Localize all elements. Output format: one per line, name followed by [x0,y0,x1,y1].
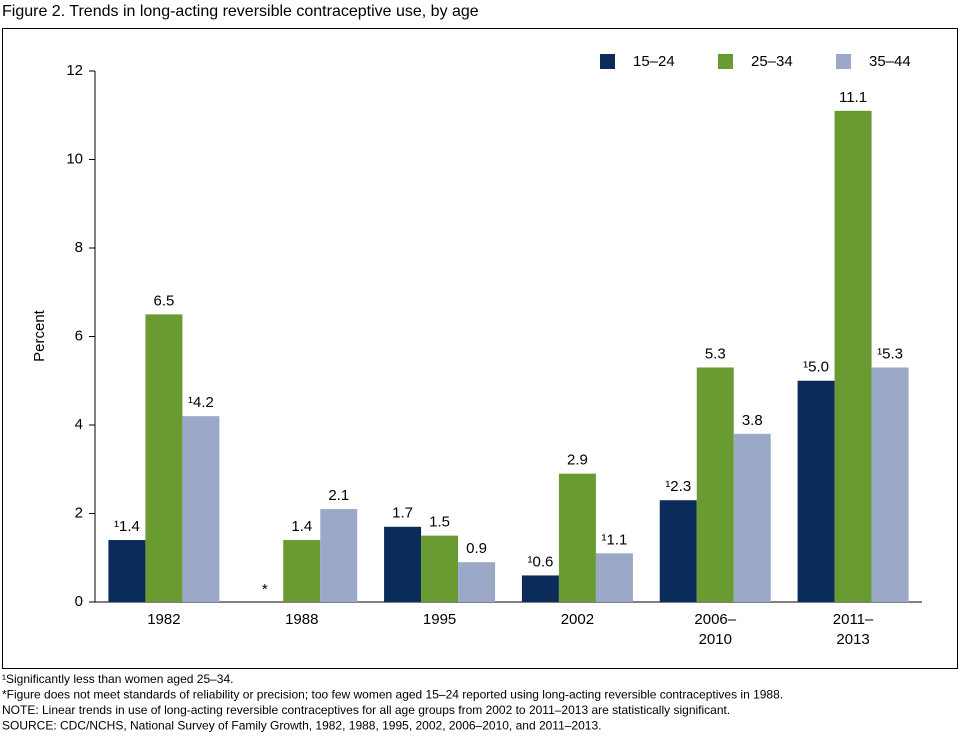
x-tick-label: 2011– 2013 [833,611,874,648]
value-label: 3.8 [742,412,763,429]
y-tick-label: 4 [75,416,83,433]
value-label: 6.5 [153,292,174,309]
bar [421,535,459,602]
value-label: 0.9 [466,540,487,557]
value-label: ¹0.6 [527,553,553,570]
footnote: ¹Significantly less than women aged 25–3… [2,672,233,686]
value-label: ¹1.1 [601,531,627,548]
value-label: 11.1 [839,89,867,106]
value-label: * [262,581,268,598]
bar [659,500,697,602]
value-label: ¹5.3 [877,345,903,362]
y-tick-label: 10 [66,150,83,167]
value-label: 2.1 [328,487,349,504]
x-tick-label: 1988 [285,611,318,628]
x-tick-label: 2006– 2010 [694,611,736,648]
bar [595,553,633,602]
footnote: NOTE: Linear trends in use of long-actin… [2,703,730,717]
value-label: 1.4 [291,518,312,535]
bar [521,575,559,602]
x-tick-label: 1995 [423,611,456,628]
bar [558,473,596,602]
legend-swatch [836,54,851,69]
y-axis-label: Percent [31,309,48,362]
value-label: 1.5 [429,514,450,531]
legend-label: 25–34 [751,53,793,70]
chart-frame [2,28,958,669]
value-label: ¹2.3 [665,478,691,495]
y-tick-label: 12 [66,62,83,79]
y-tick-label: 2 [75,504,83,521]
bar [458,562,496,602]
bar [320,509,358,602]
bar [797,380,835,602]
bar [834,110,872,602]
value-label: 5.3 [705,345,726,362]
y-tick-label: 8 [75,239,83,256]
legend-label: 35–44 [869,53,911,70]
chart-title: Figure 2. Trends in long-acting reversib… [2,3,479,20]
bar [871,367,909,602]
legend-swatch [718,54,733,69]
bar [182,416,220,602]
footnote: SOURCE: CDC/NCHS, National Survey of Fam… [2,719,601,733]
legend-label: 15–24 [633,53,675,70]
bar [384,526,422,602]
bar [696,367,734,602]
y-tick-label: 0 [75,593,83,610]
bar [283,540,321,602]
value-label: ¹5.0 [803,359,829,376]
x-tick-label: 1982 [147,611,180,628]
value-label: ¹4.2 [188,394,214,411]
legend-swatch [600,54,615,69]
footnote: *Figure does not meet standards of relia… [2,688,783,702]
bar [108,540,146,602]
bar [733,433,771,602]
y-tick-label: 6 [75,327,83,344]
bar [145,314,183,602]
value-label: 1.7 [392,505,413,522]
value-label: 2.9 [567,452,588,469]
value-label: ¹1.4 [114,518,140,535]
x-tick-label: 2002 [561,611,594,628]
